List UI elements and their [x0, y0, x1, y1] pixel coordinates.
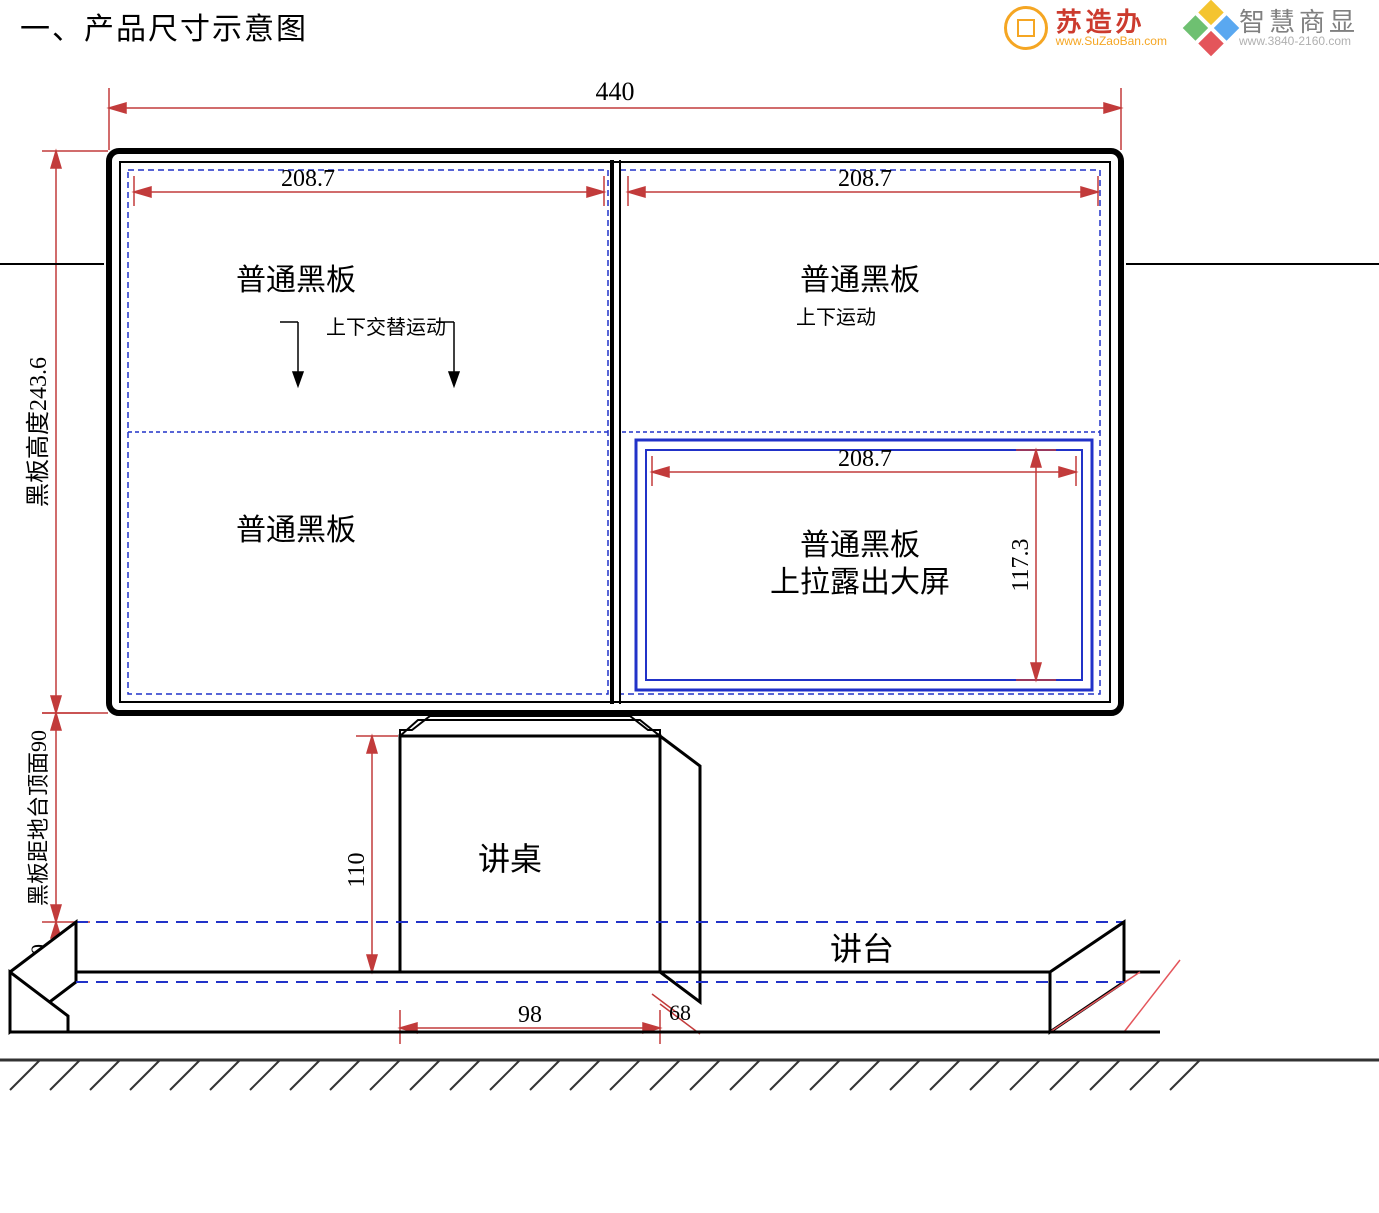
dim-right-panel-val: 208.7: [838, 166, 892, 192]
dim-ground-gap-label: 黑板距地台顶面90: [26, 730, 51, 906]
diagram-page: 一、产品尺寸示意图 苏造办 www.SuZaoBan.com 智慧商显 www.…: [0, 0, 1379, 1213]
dim-board-height-label: 黑板高度243.6: [25, 357, 52, 507]
dim-total-width-val: 440: [596, 77, 635, 106]
board-outer-frame: [109, 151, 1121, 713]
label-motion-r: 上下运动: [796, 306, 876, 329]
dim-screen-w-val: 208.7: [838, 446, 892, 472]
label-tl: 普通黑板: [236, 264, 356, 297]
label-br2: 上拉露出大屏: [770, 566, 950, 599]
ground-hatch-lines: [10, 1060, 1200, 1090]
label-motion-l: 上下交替运动: [326, 316, 446, 339]
label-podium: 讲台: [830, 931, 894, 967]
dim-desk-d-val: 68: [669, 1000, 691, 1025]
desk: [400, 716, 700, 1002]
dim-desk-w-val: 98: [518, 1002, 542, 1028]
label-desk: 讲桌: [478, 841, 542, 877]
dim-left-panel-val: 208.7: [281, 166, 335, 192]
label-bl: 普通黑板: [236, 514, 356, 547]
label-tr: 普通黑板: [800, 264, 920, 297]
technical-drawing: 440 208.7 208.7 208.7: [0, 0, 1379, 1213]
dim-left-panel-w: [134, 176, 604, 206]
dim-screen-h-val: 117.3: [1008, 538, 1034, 591]
label-br1: 普通黑板: [800, 529, 920, 562]
dim-desk-h-val: 110: [344, 852, 370, 887]
motion-arrow-1: [280, 322, 303, 386]
